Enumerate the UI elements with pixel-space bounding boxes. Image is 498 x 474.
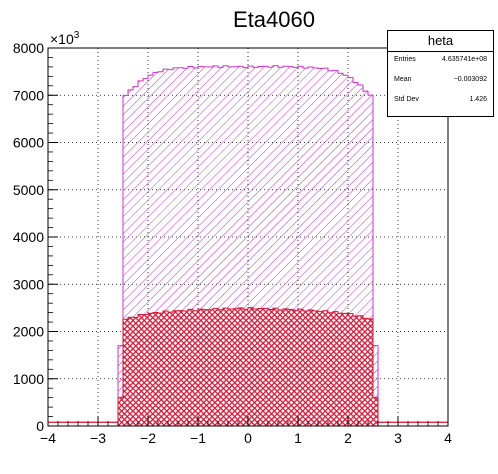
x-tick-label: 4 (444, 430, 452, 446)
stats-value: −0.003092 (453, 76, 487, 83)
x-axis: −4 −3 −2 −1 0 1 2 3 4 (40, 416, 452, 446)
y-tick-label: 7000 (13, 87, 44, 103)
x-tick-label: −1 (190, 430, 206, 446)
stats-title: heta (388, 31, 493, 52)
x-tick-label: −2 (140, 430, 156, 446)
y-tick-label: 3000 (13, 276, 44, 292)
y-axis: 0 1000 2000 3000 4000 5000 6000 7000 8000 (13, 40, 58, 434)
stats-label: Entries (394, 56, 416, 63)
series-layer (48, 65, 448, 427)
y-tick-label: 5000 (13, 182, 44, 198)
series-crosshatched-histogram (117, 307, 379, 427)
y-tick-label: 2000 (13, 324, 44, 340)
y-tick-label: 0 (36, 418, 44, 434)
x-tick-label: −4 (40, 430, 56, 446)
chart-title: Eta4060 (233, 7, 315, 32)
stats-label: Std Dev (394, 96, 419, 103)
y-tick-label: 1000 (13, 371, 44, 387)
stats-label: Mean (394, 76, 412, 83)
y-tick-label: 6000 (13, 135, 44, 151)
y-tick-label: 8000 (13, 40, 44, 56)
x-tick-label: 1 (294, 430, 302, 446)
x-tick-label: 0 (244, 430, 252, 446)
stats-value: 1.426 (469, 96, 487, 103)
x-tick-label: −3 (90, 430, 106, 446)
y-multiplier: ×103 (50, 30, 80, 47)
y-multiplier-base: ×10 (50, 31, 74, 47)
y-tick-label: 4000 (13, 229, 44, 245)
stats-value: 4.635741e+08 (442, 56, 487, 63)
x-tick-label: 3 (394, 430, 402, 446)
stats-box: heta Entries 4.635741e+08 Mean −0.003092… (387, 30, 494, 117)
x-tick-label: 2 (344, 430, 352, 446)
y-multiplier-exp: 3 (74, 30, 80, 41)
